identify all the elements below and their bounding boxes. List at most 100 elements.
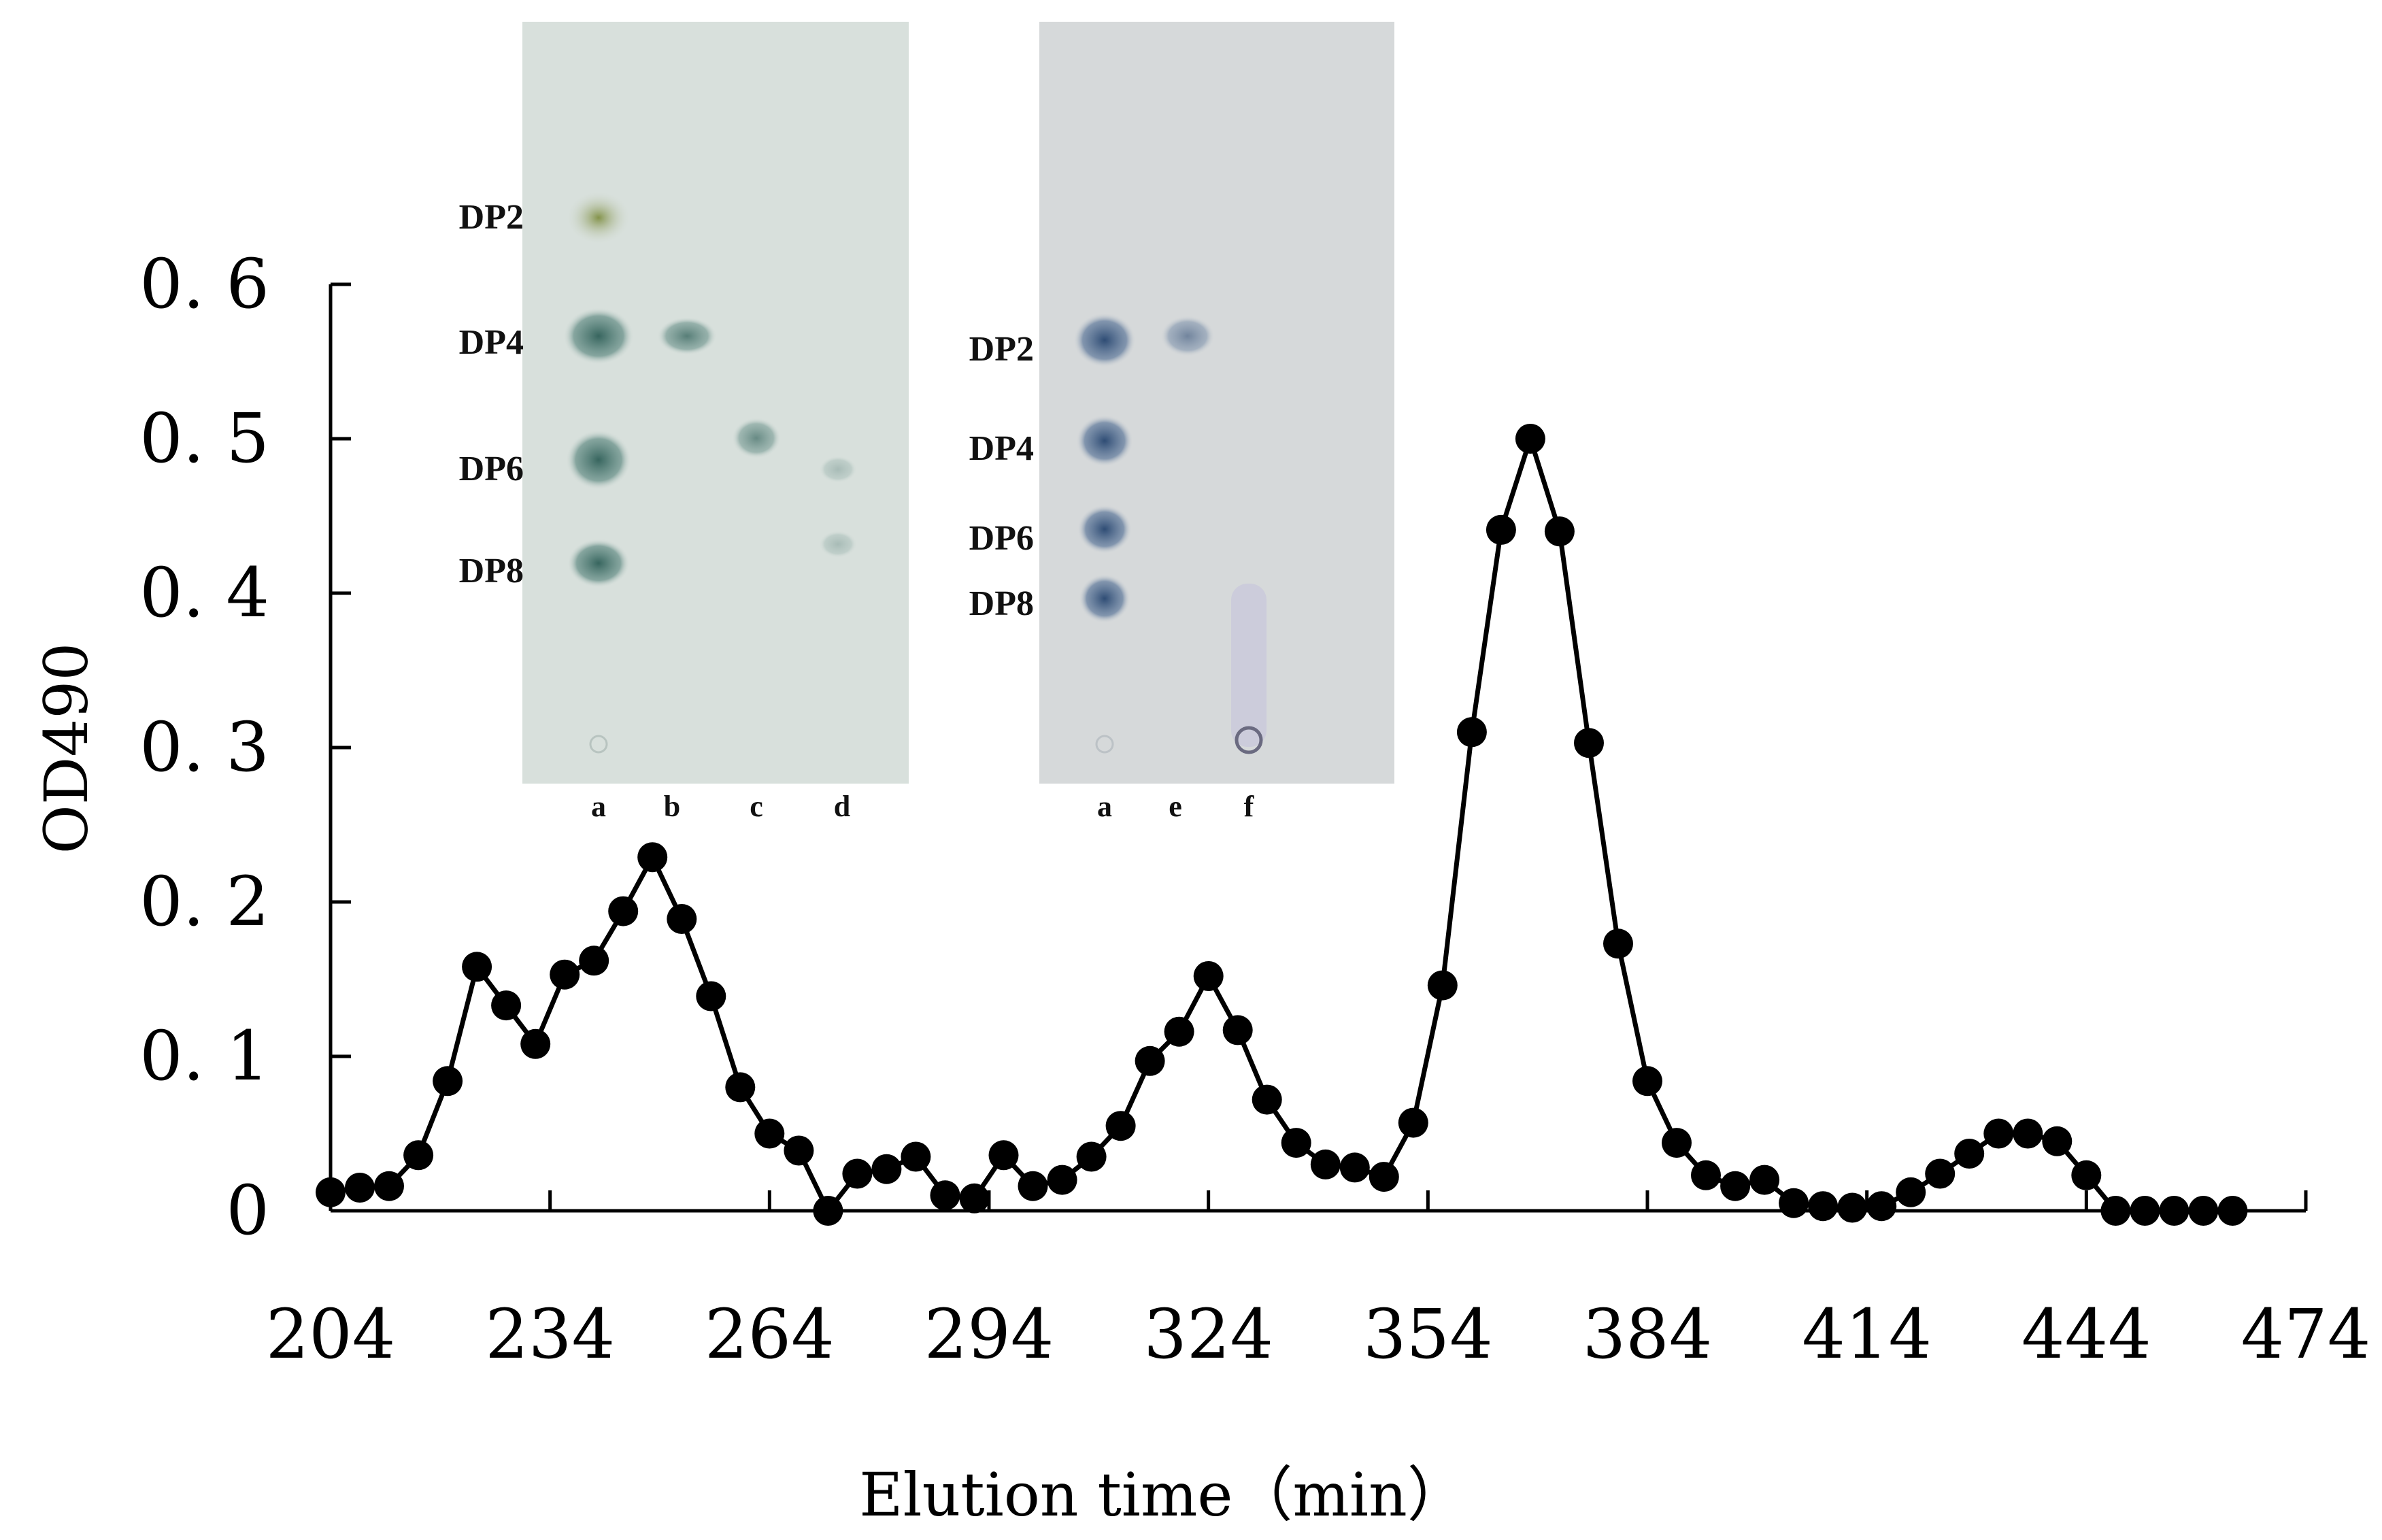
data-point	[1164, 1016, 1194, 1047]
y-tick-label: 0. 5	[139, 399, 269, 478]
data-point	[1574, 728, 1604, 758]
data-point	[374, 1171, 404, 1201]
data-point	[725, 1072, 756, 1103]
tlc-spot	[657, 317, 717, 355]
data-point	[1954, 1139, 1985, 1169]
data-point	[1339, 1152, 1370, 1183]
series-group	[316, 424, 2248, 1226]
data-point	[754, 1118, 785, 1149]
tlc-spot	[1073, 313, 1136, 367]
data-point	[1837, 1192, 1868, 1223]
tlc-spot	[732, 418, 781, 458]
tlc1-label-dp4: DP4	[459, 323, 524, 362]
tlc2-label-dp2: DP2	[969, 330, 1034, 369]
data-point	[1456, 717, 1487, 748]
data-point	[1808, 1191, 1839, 1222]
data-point	[988, 1140, 1019, 1171]
tlc2-label-dp4: DP4	[969, 429, 1034, 468]
data-point	[637, 842, 668, 873]
data-point	[784, 1135, 814, 1166]
data-point	[1720, 1171, 1751, 1201]
tlc-inset-1: DP2 DP4 DP6 DP8 a b c d	[459, 22, 909, 823]
tlc1-lane-a: a	[591, 790, 606, 823]
tlc-plate-1	[522, 22, 909, 784]
data-point	[608, 896, 639, 926]
data-point	[2217, 1196, 2248, 1226]
data-point	[959, 1183, 990, 1213]
data-point	[1252, 1084, 1282, 1115]
data-point	[316, 1177, 346, 1207]
data-point	[2042, 1126, 2073, 1156]
data-point	[930, 1180, 960, 1211]
x-tick-label: 354	[1363, 1294, 1493, 1374]
data-point	[1193, 961, 1224, 991]
y-tick-label: 0. 4	[139, 553, 269, 633]
data-point	[520, 1028, 551, 1059]
data-point	[579, 945, 609, 976]
tlc-spot	[819, 456, 857, 483]
data-point	[1896, 1177, 1926, 1207]
tlc-spot	[566, 190, 631, 245]
data-point	[871, 1154, 902, 1184]
y-tick-label: 0	[226, 1171, 269, 1250]
data-point	[2188, 1196, 2219, 1226]
x-tick-label: 264	[705, 1294, 835, 1374]
y-ticks: 0 0. 1 0. 2 0. 3 0. 4 0. 5 0. 6	[139, 244, 351, 1250]
tlc-origin	[589, 735, 608, 754]
data-point	[2100, 1196, 2131, 1226]
x-axis-title: Elution time（min）	[859, 1460, 1467, 1530]
tlc1-lane-c: c	[750, 790, 763, 823]
data-point	[2071, 1160, 2102, 1190]
data-point	[1105, 1111, 1136, 1141]
data-point	[1369, 1162, 1399, 1192]
data-point	[1866, 1191, 1897, 1222]
y-axis-title: OD490	[31, 643, 101, 854]
x-tick-label: 444	[2022, 1294, 2151, 1374]
data-point	[433, 1066, 463, 1097]
tlc1-label-dp6: DP6	[459, 450, 524, 488]
tlc2-lane-e: e	[1169, 790, 1182, 823]
data-point	[2130, 1196, 2160, 1226]
tlc-streak	[1231, 584, 1267, 747]
tlc-origin	[1235, 726, 1263, 754]
y-tick-label: 0. 1	[139, 1016, 269, 1096]
x-tick-label: 384	[1583, 1294, 1713, 1374]
data-point	[1983, 1118, 2014, 1149]
data-point	[667, 904, 697, 934]
data-point	[462, 952, 492, 982]
tlc1-label-dp2: DP2	[459, 198, 524, 237]
x-tick-label: 294	[924, 1294, 1054, 1374]
data-point	[901, 1141, 931, 1172]
tlc-spot	[567, 539, 630, 588]
data-point	[1779, 1188, 1809, 1218]
tlc-spot	[563, 307, 634, 365]
data-point	[1544, 516, 1575, 547]
data-point	[1925, 1158, 1956, 1189]
data-point	[491, 990, 522, 1021]
tlc-origin	[1095, 735, 1114, 754]
tlc-spot	[1076, 415, 1133, 467]
x-ticks: 204 234 264 294 324 354 384 414 444 474	[266, 1190, 2371, 1374]
data-point	[2013, 1118, 2043, 1149]
x-tick-label: 474	[2241, 1294, 2371, 1374]
data-point	[1662, 1128, 1692, 1158]
data-point	[842, 1158, 873, 1189]
data-point	[1135, 1045, 1165, 1076]
x-tick-label: 234	[485, 1294, 615, 1374]
data-point	[1047, 1165, 1077, 1195]
tlc1-label-dp8: DP8	[459, 552, 524, 590]
data-point	[550, 959, 580, 990]
tlc-spot	[566, 430, 631, 490]
tlc2-label-dp8: DP8	[969, 584, 1034, 623]
data-point	[345, 1173, 375, 1203]
data-point	[2159, 1196, 2190, 1226]
data-point	[1486, 514, 1516, 545]
data-point	[1515, 424, 1545, 454]
data-point	[403, 1140, 434, 1171]
data-point	[1632, 1066, 1662, 1097]
data-point	[1603, 928, 1633, 959]
y-tick-label: 0. 6	[139, 244, 269, 324]
tlc-plate-2	[1039, 22, 1394, 784]
data-point	[1018, 1171, 1048, 1201]
